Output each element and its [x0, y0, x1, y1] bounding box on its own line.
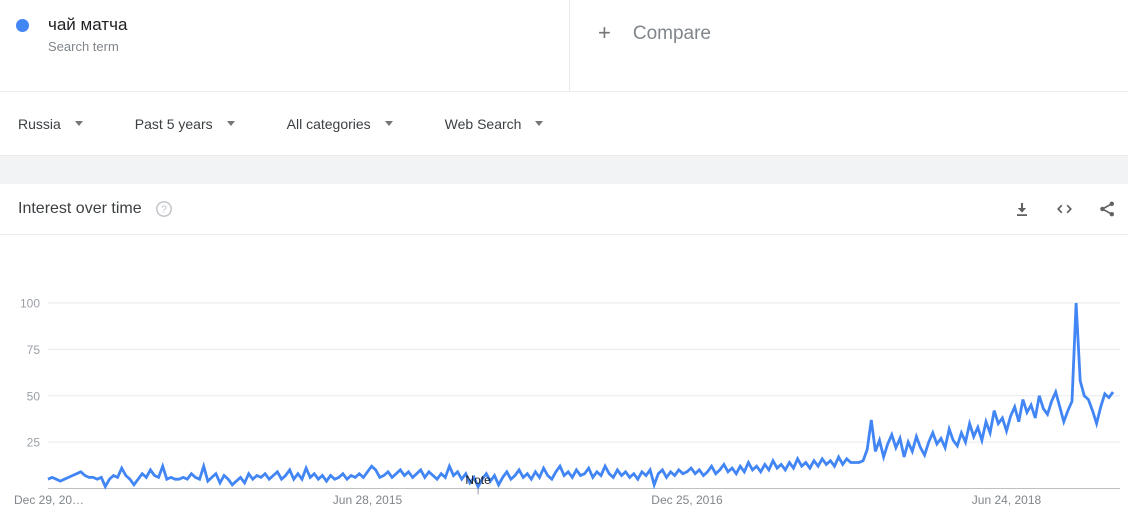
download-icon[interactable]: [1013, 200, 1031, 218]
x-axis-tick-label: Dec 29, 20…: [14, 493, 84, 507]
y-axis-tick-label: 25: [27, 436, 41, 450]
filter-category-label: All categories: [286, 115, 371, 132]
filter-search-type-dropdown[interactable]: Web Search: [445, 116, 544, 132]
search-term-text: чай матча: [48, 15, 128, 34]
x-axis-tick-label: Dec 25, 2016: [651, 493, 723, 507]
chevron-down-icon: [535, 121, 544, 126]
panel-actions: [1013, 200, 1122, 218]
y-axis-tick-label: 75: [27, 343, 41, 357]
compare-label: Compare: [632, 23, 712, 44]
filter-geo-dropdown[interactable]: Russia: [18, 116, 83, 132]
filter-geo-label: Russia: [18, 115, 61, 132]
embed-icon[interactable]: [1055, 200, 1074, 218]
filter-category-dropdown[interactable]: All categories: [287, 116, 393, 132]
share-icon[interactable]: [1098, 200, 1116, 218]
search-term-card[interactable]: чай матча Search term: [0, 0, 570, 91]
filter-time-range-label: Past 5 years: [134, 115, 213, 132]
chevron-down-icon: [74, 121, 83, 126]
x-axis-tick-label: Jun 24, 2018: [972, 493, 1042, 507]
panel-header-divider: [0, 234, 1128, 235]
y-axis-tick-label: 50: [27, 389, 41, 403]
x-axis-tick-label: Jun 28, 2015: [333, 493, 403, 507]
note-annotation[interactable]: Note: [465, 473, 491, 487]
y-axis-tick-label: 100: [20, 297, 40, 311]
search-term-texts: чай матча Search term: [48, 14, 127, 54]
panel-title: Interest over time: [18, 200, 142, 217]
filter-search-type-label: Web Search: [444, 115, 522, 132]
chart-host: 25 50 75 100 Dec 29, 20… Jun 28, 2015 Dec 25, …: [0, 235, 1128, 517]
help-icon[interactable]: ?: [155, 200, 173, 218]
chevron-down-icon: [384, 121, 393, 126]
svg-text:?: ?: [161, 205, 167, 216]
interest-line-chart[interactable]: 25 50 75 100 Dec 29, 20… Jun 28, 2015 Dec 25, …: [0, 235, 1128, 515]
series-color-dot: [16, 19, 29, 32]
section-spacer: [0, 156, 1128, 184]
filter-time-range-dropdown[interactable]: Past 5 years: [135, 116, 235, 132]
panel-header: Interest over time ?: [0, 184, 1128, 234]
chevron-down-icon: [226, 121, 235, 126]
search-term-type-label: Search term: [48, 39, 119, 54]
interest-over-time-panel: Interest over time ?: [0, 184, 1128, 517]
plus-icon: +: [598, 20, 611, 45]
compare-add-button[interactable]: + Compare: [570, 0, 1128, 91]
terms-header: чай матча Search term + Compare: [0, 0, 1128, 92]
filter-bar: Russia Past 5 years All categories Web S…: [0, 92, 1128, 156]
